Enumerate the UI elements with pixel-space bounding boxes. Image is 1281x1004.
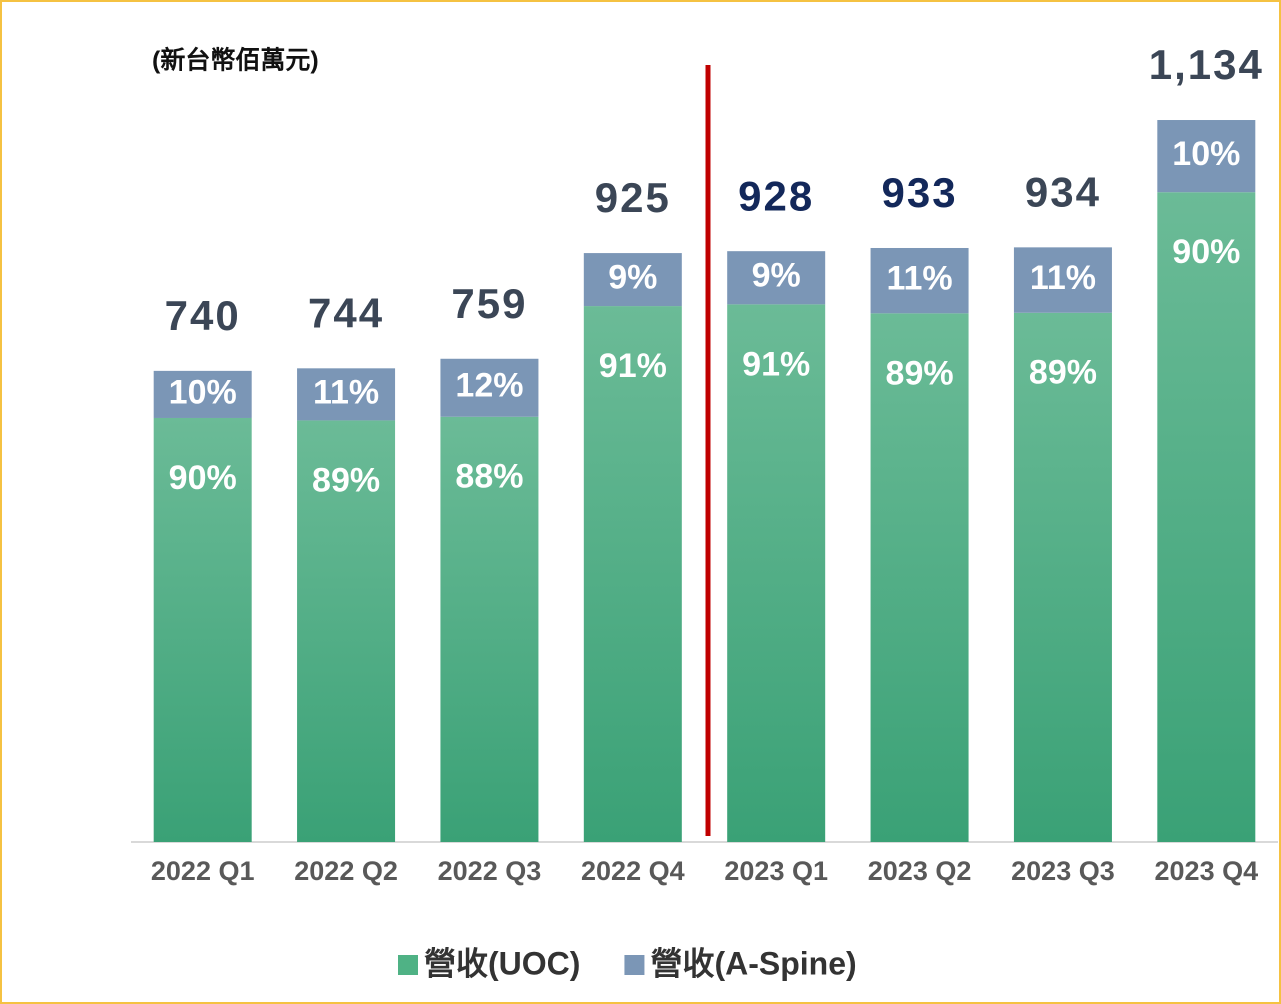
- x-tick-label: 2022 Q1: [151, 856, 255, 886]
- bar-segment: [583, 253, 682, 307]
- bar-segment: [1157, 192, 1256, 842]
- total-label: 740: [165, 292, 241, 339]
- bar-segment: [297, 420, 396, 842]
- legend-label: 營收(A-Spine): [650, 945, 856, 981]
- total-label: 934: [1025, 168, 1101, 215]
- total-label: 1,134: [1149, 41, 1264, 88]
- bar-segment: [1013, 312, 1112, 842]
- segment-label: 11%: [313, 373, 379, 411]
- x-tick-label: 2022 Q3: [438, 856, 542, 886]
- unit-label: (新台幣佰萬元): [152, 46, 319, 75]
- bar-segment: [727, 251, 826, 305]
- bar-segment: [1013, 247, 1112, 313]
- segment-label: 9%: [752, 257, 801, 295]
- segment-label: 90%: [169, 459, 237, 497]
- bar-segment: [870, 247, 969, 314]
- segment-label: 89%: [886, 354, 954, 392]
- segment-label: 10%: [169, 373, 237, 411]
- bar-segment: [870, 313, 969, 843]
- segment-label: 91%: [599, 347, 667, 385]
- total-label: 744: [308, 289, 384, 336]
- segment-label: 89%: [312, 461, 380, 499]
- x-tick-label: 2023 Q1: [724, 856, 828, 886]
- bar-segment: [1157, 120, 1256, 193]
- segment-label: 10%: [1172, 135, 1240, 173]
- x-tick-label: 2023 Q2: [868, 856, 972, 886]
- segment-label: 11%: [886, 260, 952, 298]
- x-tick-label: 2023 Q4: [1155, 856, 1259, 886]
- x-tick-label: 2023 Q3: [1011, 856, 1115, 886]
- segment-label: 11%: [1030, 259, 1096, 297]
- segment-label: 89%: [1029, 354, 1097, 392]
- segment-label: 91%: [742, 345, 810, 383]
- bar-segment: [440, 416, 539, 842]
- bar-segment: [583, 306, 682, 843]
- legend-swatch: [398, 955, 418, 975]
- bar-segment: [440, 358, 539, 417]
- bar-segment: [153, 370, 252, 418]
- segment-label: 12%: [455, 367, 523, 405]
- bar-segment: [297, 368, 396, 421]
- legend-label: 營收(UOC): [424, 945, 580, 981]
- x-tick-label: 2022 Q4: [581, 856, 685, 886]
- segment-label: 9%: [608, 259, 657, 297]
- segment-label: 90%: [1172, 233, 1240, 271]
- bar-segment: [153, 417, 252, 842]
- legend-swatch: [624, 955, 645, 975]
- total-label: 928: [738, 172, 814, 219]
- x-tick-label: 2022 Q2: [294, 856, 398, 886]
- bar-segment: [727, 304, 826, 842]
- total-label: 933: [882, 169, 958, 216]
- total-label: 925: [595, 174, 671, 221]
- segment-label: 88%: [455, 458, 523, 496]
- total-label: 759: [451, 280, 527, 327]
